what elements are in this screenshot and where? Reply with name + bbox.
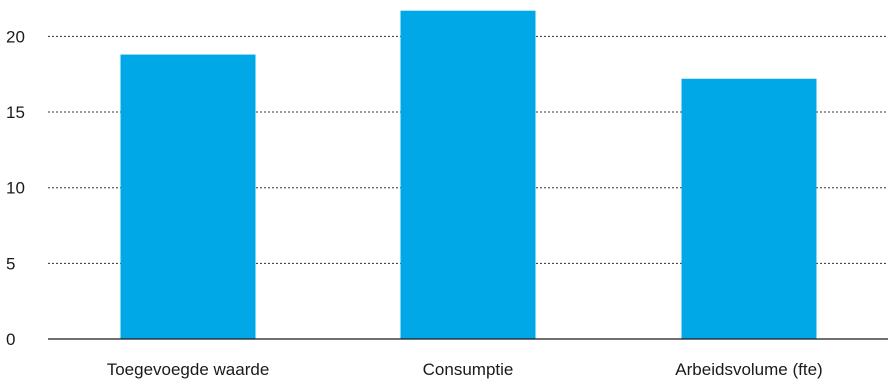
y-tick-label: 0 <box>6 330 15 349</box>
label-layer: 0 5 10 15 20 Toegevoegde waarde Consumptie Arbe… <box>6 27 823 379</box>
y-tick-label: 20 <box>6 27 25 46</box>
bar-1 <box>400 10 536 340</box>
bar-layer <box>120 10 817 340</box>
y-tick-label: 5 <box>6 254 15 273</box>
y-tick-label: 10 <box>6 179 25 198</box>
x-category-label: Toegevoegde waarde <box>107 360 270 379</box>
bar-0 <box>120 54 256 339</box>
x-category-label: Arbeidsvolume (fte) <box>675 360 822 379</box>
y-tick-label: 15 <box>6 103 25 122</box>
x-category-label: Consumptie <box>423 360 514 379</box>
bar-2 <box>681 78 817 339</box>
